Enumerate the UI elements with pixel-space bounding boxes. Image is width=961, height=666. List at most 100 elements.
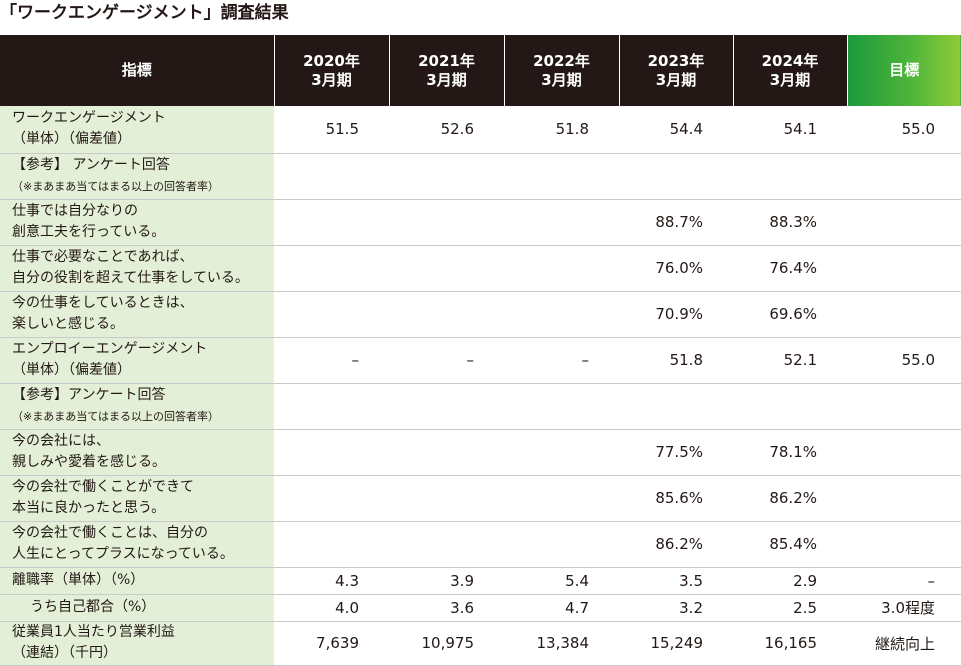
cell-value: 4.0 [274, 594, 389, 622]
cell-value: 77.5% [619, 429, 733, 476]
cell-value [274, 153, 389, 200]
row-label: 従業員1人当たり営業利益 （連結）（千円） [0, 621, 274, 666]
cell-value [274, 291, 389, 338]
cell-value: 54.4 [619, 106, 733, 154]
cell-value [274, 199, 389, 246]
table-row: 仕事で必要なことであれば、 自分の役割を超えて仕事をしている。 76.0% 76.… [0, 245, 961, 292]
cell-value [389, 153, 504, 200]
header-row: 指標 2020年 3月期 2021年 3月期 2022年 3月期 2023年 3月期 2… [0, 35, 961, 106]
row-label: 離職率（単体）（%） [0, 567, 274, 595]
cell-value: 3.6 [389, 594, 504, 622]
cell-goal [847, 291, 961, 338]
row-label: うち自己都合（%） [0, 594, 274, 622]
header-year-2020: 2020年 3月期 [274, 35, 390, 106]
cell-value: 88.7% [619, 199, 733, 246]
cell-value [733, 383, 847, 430]
table-row: 今の会社で働くことは、自分の 人生にとってプラスになっている。 86.2% 85.… [0, 521, 961, 568]
row-label: 今の会社には、 親しみや愛着を感じる。 [0, 429, 274, 476]
cell-value [504, 199, 619, 246]
cell-value: 86.2% [733, 475, 847, 522]
row-label: 【参考】アンケート回答 （※まあまあ当てはまる以上の回答者率） [0, 383, 274, 430]
cell-value: 76.0% [619, 245, 733, 292]
cell-value: 3.5 [619, 567, 733, 595]
row-label: エンプロイーエンゲージメント （単体）（偏差値） [0, 337, 274, 384]
cell-value [389, 291, 504, 338]
cell-value: 51.8 [504, 106, 619, 154]
cell-goal [847, 429, 961, 476]
cell-goal: 55.0 [847, 106, 961, 154]
cell-value [504, 383, 619, 430]
cell-value: 4.3 [274, 567, 389, 595]
cell-value [274, 429, 389, 476]
table-row: 離職率（単体）（%） 4.3 3.9 5.4 3.5 2.9 – [0, 567, 961, 595]
table-row: うち自己都合（%） 4.0 3.6 4.7 3.2 2.5 3.0程度 [0, 594, 961, 622]
cell-value: 13,384 [504, 621, 619, 666]
cell-value: 3.9 [389, 567, 504, 595]
cell-value [389, 199, 504, 246]
cell-goal [847, 521, 961, 568]
cell-value: 78.1% [733, 429, 847, 476]
table-row: 【参考】 アンケート回答 （※まあまあ当てはまる以上の回答者率） [0, 153, 961, 200]
cell-value: 2.5 [733, 594, 847, 622]
cell-goal [847, 383, 961, 430]
row-label: 今の会社で働くことができて 本当に良かったと思う。 [0, 475, 274, 522]
cell-value [389, 429, 504, 476]
cell-value [389, 383, 504, 430]
table-row: 今の会社で働くことができて 本当に良かったと思う。 85.6% 86.2% [0, 475, 961, 522]
cell-value [274, 475, 389, 522]
cell-value [389, 245, 504, 292]
table-row: 今の仕事をしているときは、 楽しいと感じる。 70.9% 69.6% [0, 291, 961, 338]
cell-goal: 55.0 [847, 337, 961, 384]
cell-value: 69.6% [733, 291, 847, 338]
row-label: 【参考】 アンケート回答 （※まあまあ当てはまる以上の回答者率） [0, 153, 274, 200]
cell-value: 16,165 [733, 621, 847, 666]
cell-value: 76.4% [733, 245, 847, 292]
cell-value: 51.5 [274, 106, 389, 154]
cell-value: 85.4% [733, 521, 847, 568]
cell-goal: 3.0程度 [847, 594, 961, 622]
table-row: 仕事では自分なりの 創意工夫を行っている。 88.7% 88.3% [0, 199, 961, 246]
cell-value [504, 291, 619, 338]
cell-value: 15,249 [619, 621, 733, 666]
cell-value [619, 153, 733, 200]
engagement-table: 指標 2020年 3月期 2021年 3月期 2022年 3月期 2023年 3月期 2… [0, 35, 961, 666]
cell-value: 5.4 [504, 567, 619, 595]
row-label: 今の会社で働くことは、自分の 人生にとってプラスになっている。 [0, 521, 274, 568]
cell-value [389, 521, 504, 568]
header-indicator: 指標 [0, 35, 275, 106]
cell-value: – [389, 337, 504, 384]
cell-value: 88.3% [733, 199, 847, 246]
cell-value: 52.1 [733, 337, 847, 384]
header-goal: 目標 [847, 35, 961, 106]
cell-value: – [274, 337, 389, 384]
cell-value [619, 383, 733, 430]
cell-value: 86.2% [619, 521, 733, 568]
cell-value: 4.7 [504, 594, 619, 622]
cell-value: 10,975 [389, 621, 504, 666]
cell-value: 85.6% [619, 475, 733, 522]
cell-value: 7,639 [274, 621, 389, 666]
cell-goal [847, 245, 961, 292]
table-row: 従業員1人当たり営業利益 （連結）（千円） 7,639 10,975 13,384… [0, 621, 961, 666]
row-label: 仕事では自分なりの 創意工夫を行っている。 [0, 199, 274, 246]
table-row: 今の会社には、 親しみや愛着を感じる。 77.5% 78.1% [0, 429, 961, 476]
cell-value [733, 153, 847, 200]
cell-value [504, 153, 619, 200]
cell-value [504, 475, 619, 522]
table-row: エンプロイーエンゲージメント （単体）（偏差値） – – – 51.8 52.1 … [0, 337, 961, 384]
cell-value: – [504, 337, 619, 384]
row-label: ワークエンゲージメント （単体）（偏差値） [0, 106, 274, 154]
cell-value [504, 245, 619, 292]
table-row: ワークエンゲージメント （単体）（偏差値） 51.5 52.6 51.8 54.4… [0, 106, 961, 154]
header-year-2023: 2023年 3月期 [619, 35, 734, 106]
cell-value: 54.1 [733, 106, 847, 154]
cell-goal [847, 199, 961, 246]
cell-value: 3.2 [619, 594, 733, 622]
cell-value [274, 245, 389, 292]
header-year-2022: 2022年 3月期 [504, 35, 620, 106]
cell-goal [847, 475, 961, 522]
cell-goal: – [847, 567, 961, 595]
cell-value [504, 429, 619, 476]
cell-goal: 継続向上 [847, 621, 961, 666]
cell-value: 70.9% [619, 291, 733, 338]
